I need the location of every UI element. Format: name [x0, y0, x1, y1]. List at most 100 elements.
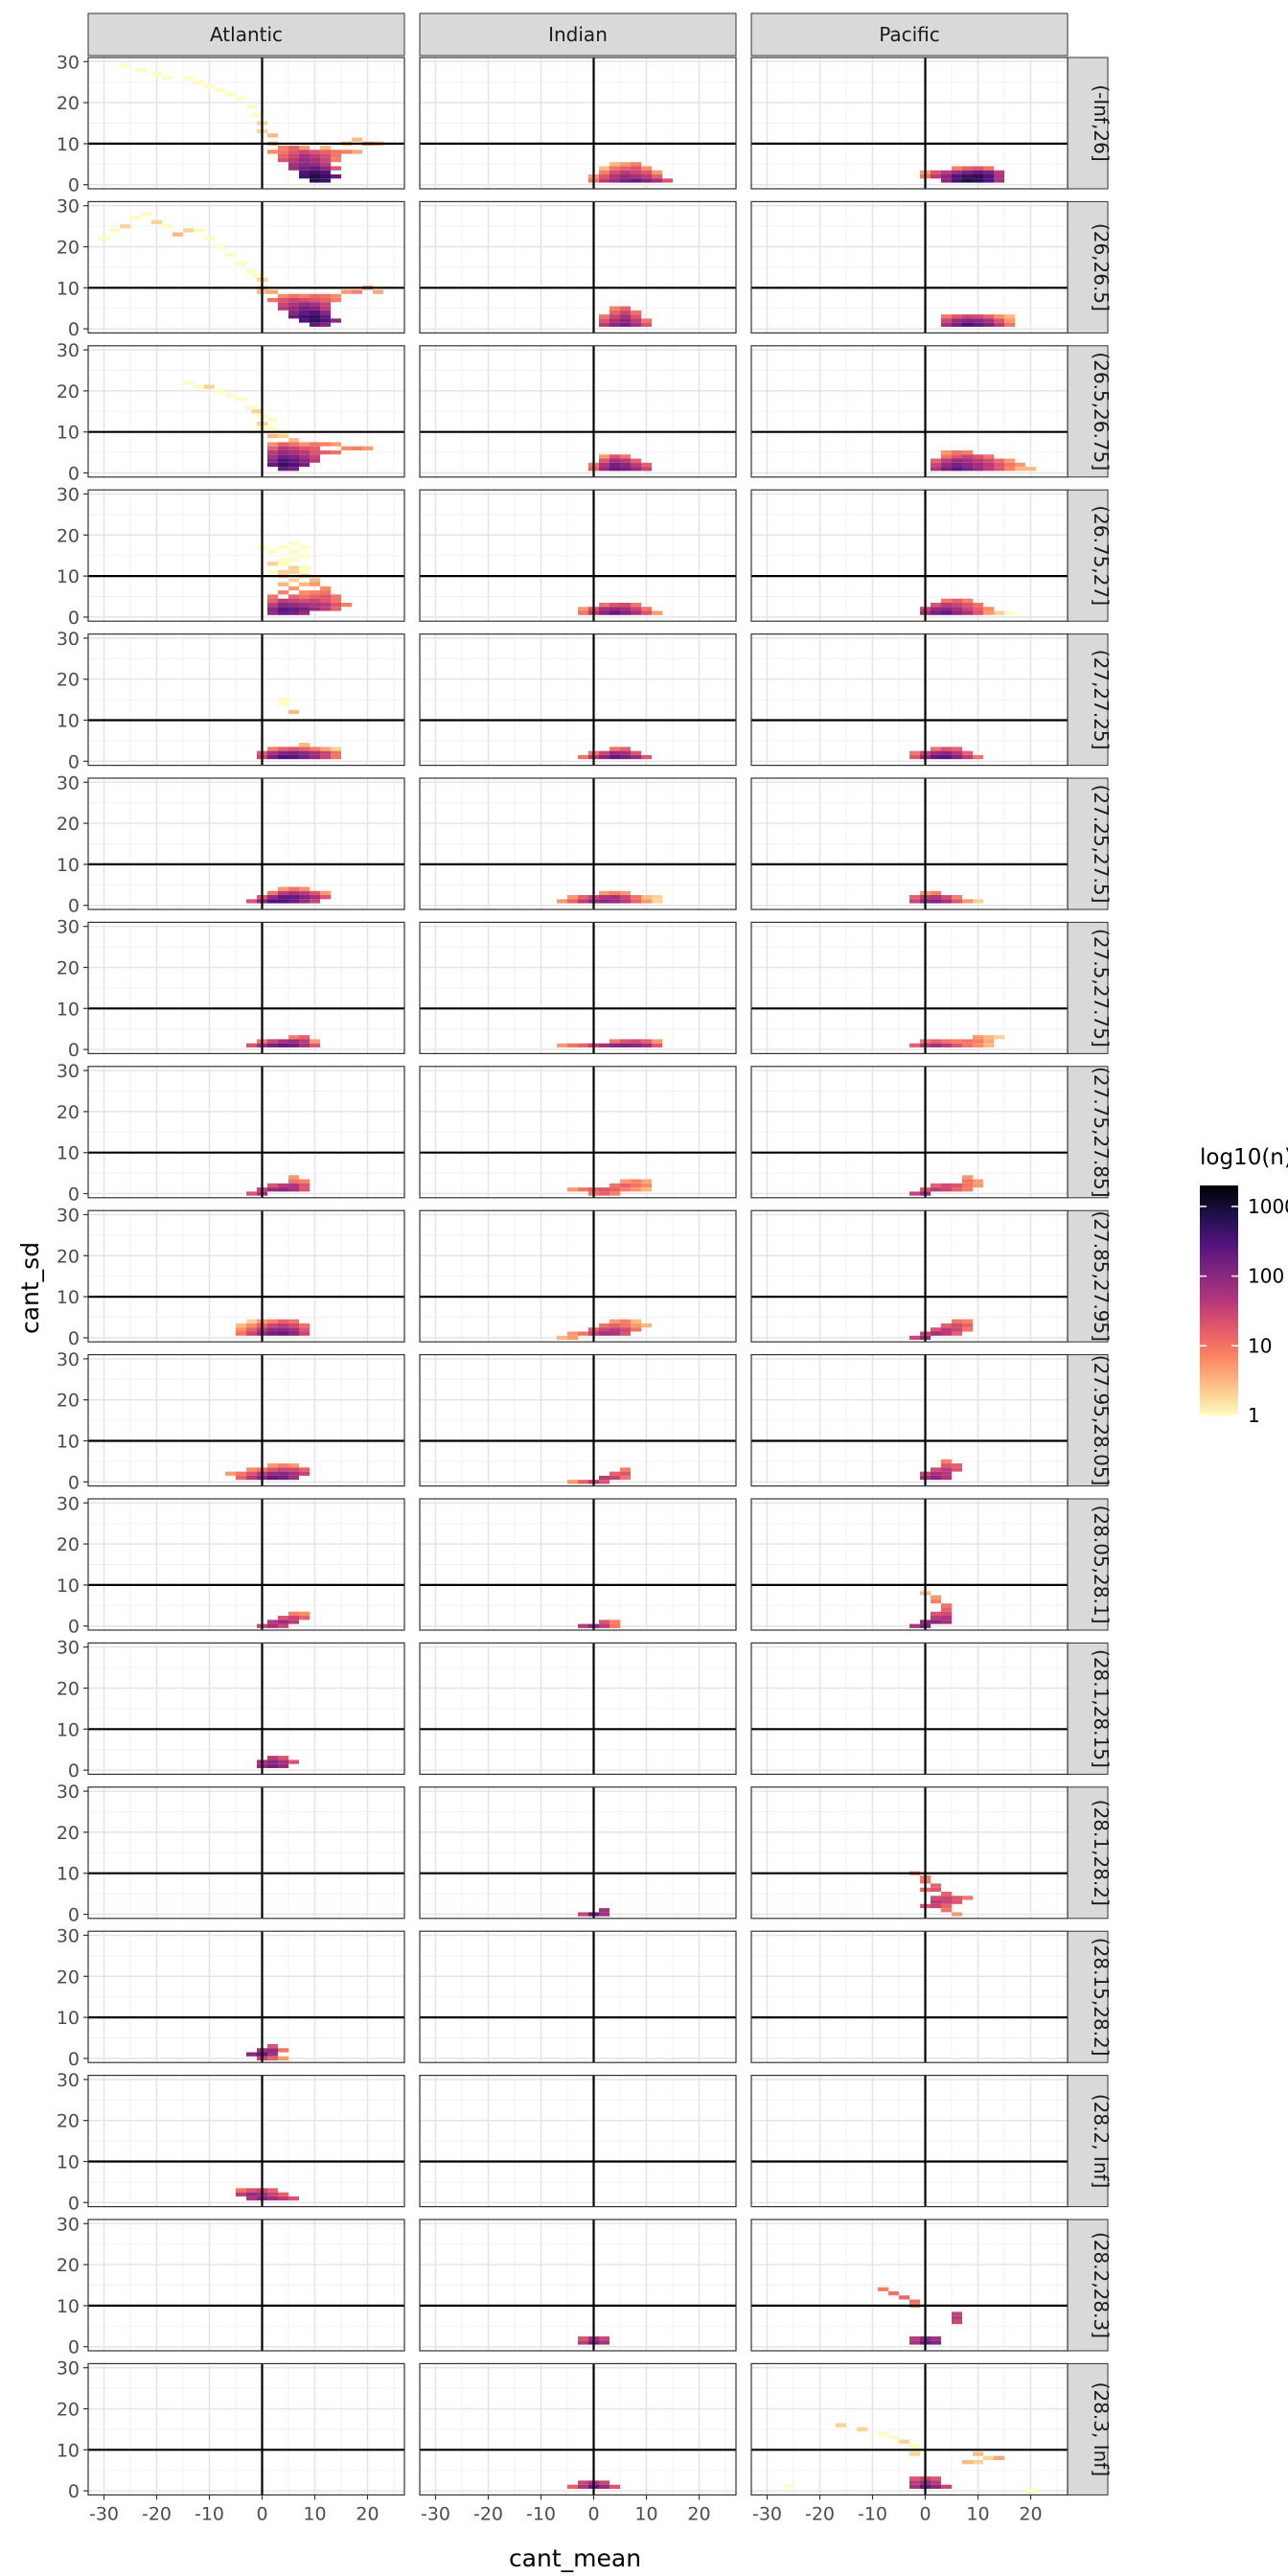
bin-tile — [278, 146, 288, 150]
bin-tile — [352, 289, 362, 294]
bin-tile — [578, 2336, 588, 2341]
bin-tile — [204, 384, 215, 389]
bin-tile — [310, 298, 320, 303]
bin-tile — [288, 569, 299, 574]
bin-tile — [599, 1322, 610, 1328]
panel-atlantic: 0 10 20 30 — [57, 196, 405, 340]
bin-tile — [183, 380, 194, 385]
bin-tile — [631, 1322, 641, 1328]
facet-row: (28.1,28.15] 0 10 20 30 — [57, 1638, 1113, 1782]
bin-tile — [288, 578, 299, 583]
bin-tile — [931, 899, 941, 904]
bin-tile — [288, 565, 299, 570]
bin-tile — [320, 586, 331, 591]
bin-tile — [288, 886, 299, 891]
bin-tile — [610, 1322, 620, 1328]
bin-tile — [320, 590, 331, 595]
bin-tile — [310, 306, 320, 310]
bin-tile — [288, 150, 299, 154]
y-tick-label: 30 — [57, 1493, 80, 1514]
bin-tile — [994, 467, 1004, 472]
bin-tile — [299, 1035, 310, 1040]
bin-tile — [299, 582, 310, 586]
bin-tile — [299, 565, 310, 570]
bin-tile — [299, 1179, 310, 1184]
bin-tile — [610, 467, 620, 472]
bin-tile — [631, 467, 641, 472]
panel-border — [419, 1786, 737, 1920]
row-strip-box — [1067, 1354, 1109, 1487]
bin-tile — [288, 302, 299, 307]
bin-tile — [267, 895, 278, 900]
y-tick-label: 10 — [57, 2440, 80, 2461]
bin-tile — [267, 1475, 278, 1481]
bin-tile — [888, 2290, 899, 2296]
bin-tile — [962, 1039, 973, 1044]
bin-tile — [983, 610, 994, 615]
bin-tile — [236, 2188, 246, 2193]
bin-tile — [610, 310, 620, 315]
bin-tile — [962, 467, 973, 472]
bin-tile — [610, 1620, 620, 1624]
panel-border — [750, 1066, 1069, 1199]
panel-pacific — [750, 489, 1069, 622]
panel-indian — [419, 1786, 737, 1920]
bin-tile — [225, 92, 236, 97]
bin-tile — [246, 1471, 257, 1476]
bin-tile — [299, 1187, 310, 1192]
row-strip-label: (28.05,28.1] — [1090, 1506, 1113, 1624]
bin-tile — [973, 1039, 983, 1044]
y-tick-label: 20 — [57, 1966, 80, 1988]
bin-tile — [267, 594, 278, 599]
panel-border — [419, 1353, 737, 1487]
x-tick-label: 10 — [966, 2503, 989, 2524]
y-tick-label: 20 — [57, 957, 80, 978]
bin-tile — [941, 1896, 952, 1900]
bin-tile — [288, 549, 299, 554]
bin-tile — [641, 899, 652, 904]
bin-tile — [194, 80, 204, 84]
bin-tile — [267, 1623, 278, 1628]
bin-tile — [288, 754, 299, 760]
panel-indian — [419, 1642, 737, 1776]
bin-tile — [320, 598, 331, 603]
bin-tile — [310, 449, 320, 455]
bin-tile — [941, 607, 952, 611]
bin-tile — [310, 747, 320, 751]
panel-border — [87, 632, 405, 767]
y-tick-label: 20 — [57, 670, 80, 691]
bin-tile — [109, 228, 120, 233]
bin-tile — [278, 449, 288, 455]
bin-tile — [973, 322, 983, 327]
bin-tile — [631, 166, 641, 171]
y-tick-label: 0 — [68, 1760, 80, 1782]
bin-tile — [267, 1322, 278, 1328]
y-tick-label: 30 — [57, 196, 80, 218]
bin-tile — [557, 1043, 567, 1047]
bin-tile — [931, 1331, 941, 1336]
bin-tile — [204, 83, 215, 89]
bin-tile — [994, 314, 1004, 319]
x-tick-label: -10 — [195, 2503, 224, 2524]
bin-tile — [941, 1471, 952, 1476]
bin-tile — [288, 1760, 299, 1764]
bin-tile — [952, 1319, 962, 1323]
bin-tile — [941, 610, 952, 615]
bin-tile — [973, 602, 983, 608]
bin-tile — [620, 166, 631, 171]
bin-tile — [620, 899, 631, 904]
bin-tile — [251, 273, 263, 278]
row-strip-box — [1067, 2075, 1109, 2208]
bin-tile — [135, 67, 147, 72]
bin-tile — [983, 2455, 994, 2461]
column-strip-label: Indian — [548, 23, 608, 46]
bin-tile — [557, 1335, 567, 1341]
bin-tile — [909, 2443, 920, 2449]
bin-tile — [310, 442, 320, 447]
bin-tile — [941, 449, 952, 455]
bin-tile — [251, 409, 263, 414]
bin-tile — [620, 747, 631, 751]
bin-tile — [952, 754, 962, 760]
bin-tile — [641, 895, 652, 900]
bin-tile — [931, 1043, 941, 1047]
